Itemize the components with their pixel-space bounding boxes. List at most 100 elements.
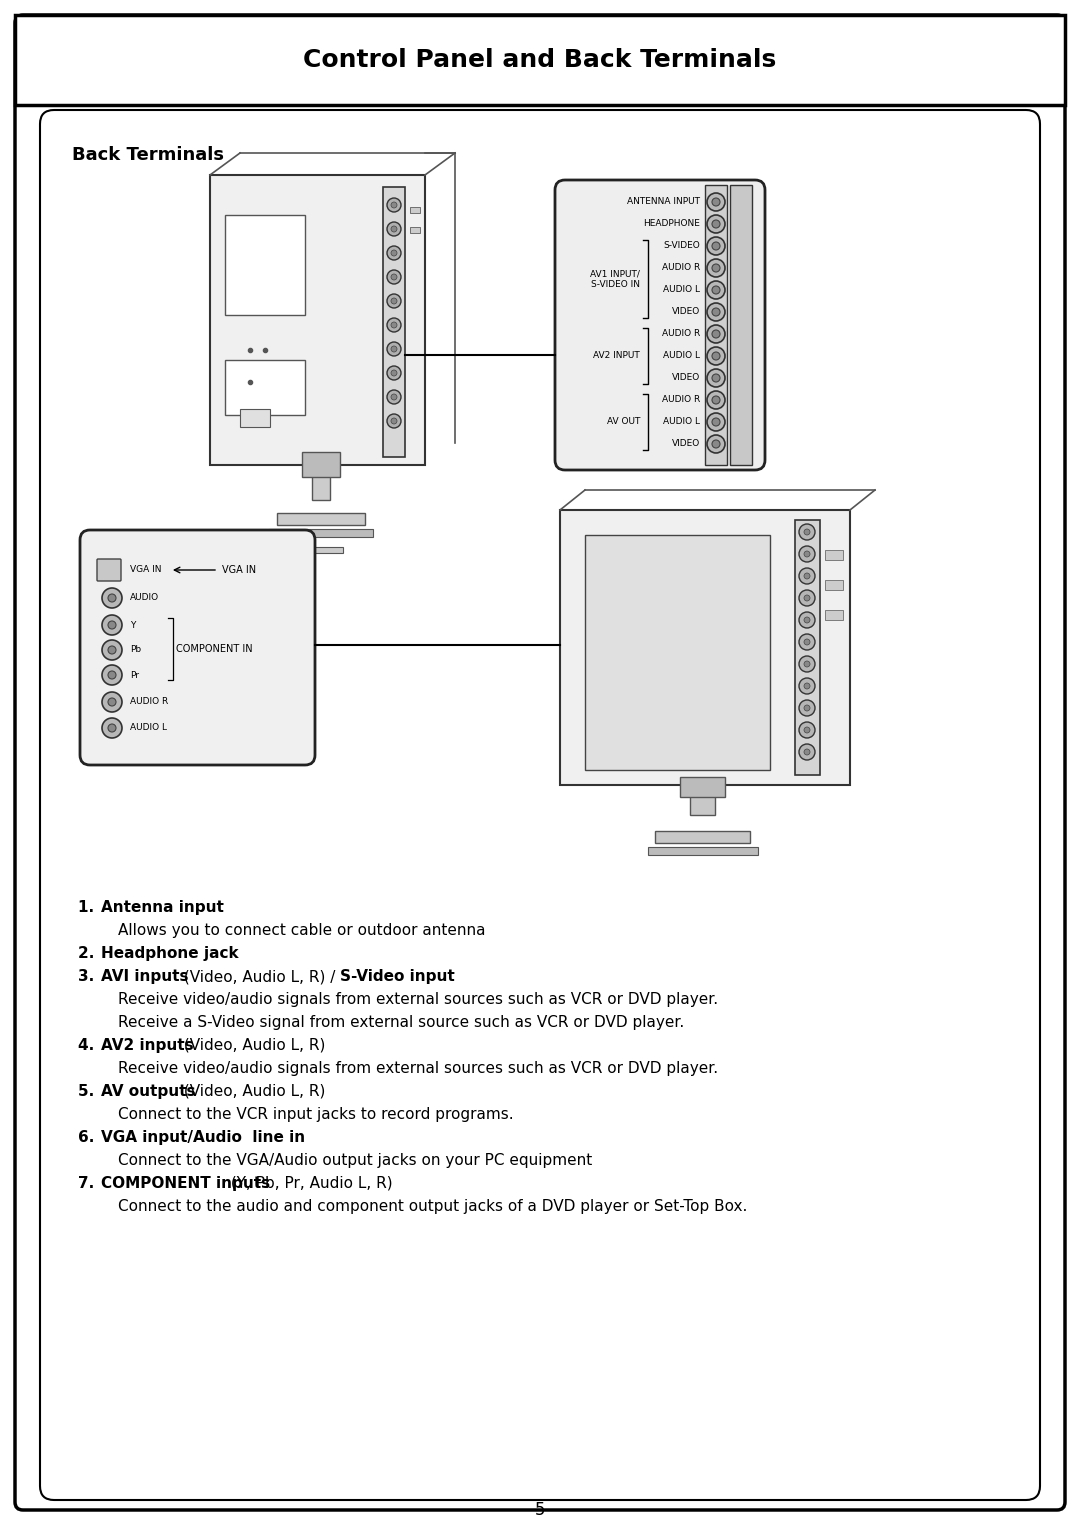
Bar — [795, 521, 820, 776]
Bar — [383, 186, 405, 457]
Circle shape — [387, 414, 401, 428]
Bar — [15, 15, 1065, 105]
Bar — [240, 409, 270, 428]
Text: Connect to the VCR input jacks to record programs.: Connect to the VCR input jacks to record… — [118, 1107, 514, 1122]
Text: COMPONENT inputs: COMPONENT inputs — [102, 1176, 270, 1191]
Circle shape — [707, 215, 725, 234]
Circle shape — [804, 661, 810, 667]
Text: VIDEO: VIDEO — [672, 440, 700, 449]
Circle shape — [108, 724, 116, 731]
Text: Receive a S-Video signal from external source such as VCR or DVD player.: Receive a S-Video signal from external s… — [118, 1015, 685, 1031]
FancyBboxPatch shape — [561, 510, 850, 785]
Circle shape — [102, 588, 122, 608]
Circle shape — [799, 699, 815, 716]
Bar — [705, 185, 727, 466]
Bar — [269, 528, 373, 538]
Circle shape — [387, 318, 401, 331]
Circle shape — [804, 617, 810, 623]
Circle shape — [108, 698, 116, 705]
Circle shape — [391, 250, 397, 257]
Circle shape — [387, 221, 401, 237]
Text: 5: 5 — [535, 1501, 545, 1519]
Text: VGA input/Audio  line in: VGA input/Audio line in — [102, 1130, 306, 1145]
Circle shape — [804, 528, 810, 534]
Circle shape — [804, 638, 810, 644]
Circle shape — [102, 640, 122, 660]
Text: AV outputs: AV outputs — [102, 1084, 195, 1099]
Circle shape — [804, 750, 810, 754]
Circle shape — [707, 237, 725, 255]
Circle shape — [387, 295, 401, 308]
Text: AUDIO R: AUDIO R — [662, 264, 700, 272]
Bar — [225, 215, 305, 315]
FancyBboxPatch shape — [40, 110, 1040, 1500]
Text: AVI inputs: AVI inputs — [102, 970, 189, 983]
Bar — [410, 208, 420, 212]
Text: AUDIO R: AUDIO R — [662, 395, 700, 405]
Text: S-VIDEO: S-VIDEO — [663, 241, 700, 250]
Circle shape — [712, 199, 720, 206]
Text: Receive video/audio signals from external sources such as VCR or DVD player.: Receive video/audio signals from externa… — [118, 1061, 718, 1077]
Circle shape — [799, 547, 815, 562]
Bar — [312, 466, 330, 499]
Circle shape — [707, 281, 725, 299]
Text: 2.: 2. — [78, 947, 99, 960]
Text: VIDEO: VIDEO — [672, 374, 700, 382]
Circle shape — [707, 325, 725, 344]
Circle shape — [707, 260, 725, 276]
Circle shape — [799, 678, 815, 693]
Text: AUDIO L: AUDIO L — [130, 724, 167, 733]
Text: AUDIO: AUDIO — [130, 594, 159, 603]
Circle shape — [391, 298, 397, 304]
Text: HEADPHONE: HEADPHONE — [643, 220, 700, 229]
Circle shape — [387, 366, 401, 380]
Text: Y: Y — [130, 620, 135, 629]
Text: AUDIO L: AUDIO L — [663, 286, 700, 295]
Circle shape — [712, 286, 720, 295]
Bar — [825, 550, 843, 560]
Circle shape — [108, 621, 116, 629]
Circle shape — [804, 683, 810, 689]
Circle shape — [102, 664, 122, 686]
Circle shape — [108, 594, 116, 602]
Text: (Video, Audio L, R): (Video, Audio L, R) — [179, 1038, 326, 1054]
Text: Receive video/audio signals from external sources such as VCR or DVD player.: Receive video/audio signals from externa… — [118, 993, 718, 1006]
Circle shape — [804, 573, 810, 579]
Text: 4.: 4. — [78, 1038, 99, 1054]
Circle shape — [102, 692, 122, 712]
Circle shape — [707, 370, 725, 386]
FancyBboxPatch shape — [15, 15, 1065, 1510]
Text: S-Video input: S-Video input — [340, 970, 455, 983]
Text: Antenna input: Antenna input — [102, 899, 225, 915]
Bar — [648, 847, 758, 855]
Text: 7.: 7. — [78, 1176, 99, 1191]
Circle shape — [391, 418, 397, 425]
Circle shape — [799, 612, 815, 628]
Circle shape — [391, 322, 397, 328]
Circle shape — [799, 568, 815, 583]
Circle shape — [387, 246, 401, 260]
Circle shape — [707, 192, 725, 211]
Text: VGA IN: VGA IN — [130, 565, 162, 574]
FancyBboxPatch shape — [80, 530, 315, 765]
Circle shape — [712, 264, 720, 272]
Circle shape — [387, 389, 401, 405]
Circle shape — [391, 394, 397, 400]
Text: Pr: Pr — [130, 670, 139, 680]
Circle shape — [102, 718, 122, 738]
Text: Connect to the audio and component output jacks of a DVD player or Set-Top Box.: Connect to the audio and component outpu… — [118, 1199, 747, 1214]
Bar — [302, 452, 340, 476]
Circle shape — [712, 374, 720, 382]
Circle shape — [387, 270, 401, 284]
Text: Back Terminals: Back Terminals — [72, 147, 224, 163]
Text: AV1 INPUT/
S-VIDEO IN: AV1 INPUT/ S-VIDEO IN — [590, 269, 640, 289]
Bar — [825, 580, 843, 589]
FancyBboxPatch shape — [555, 180, 765, 470]
Text: (Video, Audio L, R) /: (Video, Audio L, R) / — [179, 970, 340, 983]
Circle shape — [712, 395, 720, 405]
Bar — [730, 185, 752, 466]
Circle shape — [799, 524, 815, 541]
Circle shape — [391, 226, 397, 232]
Circle shape — [712, 308, 720, 316]
FancyBboxPatch shape — [210, 176, 426, 466]
